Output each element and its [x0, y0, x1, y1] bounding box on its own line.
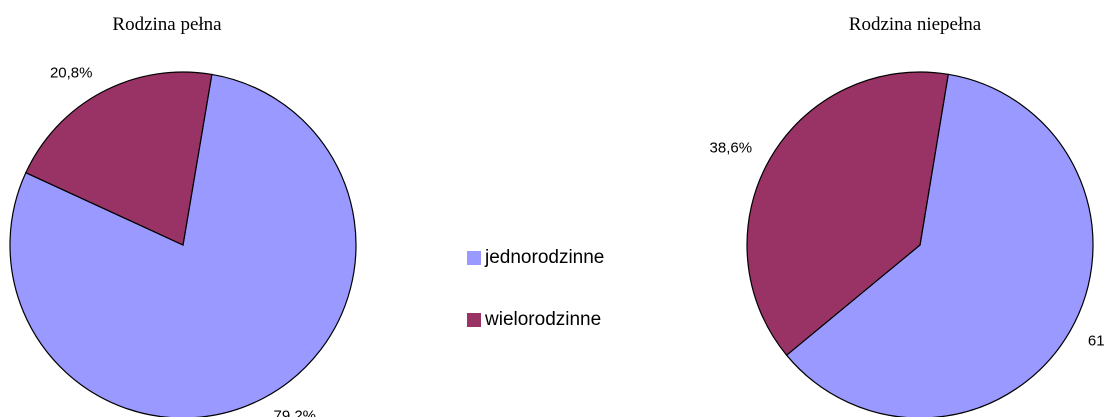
legend-swatch	[467, 313, 481, 327]
data-label: 79,2%	[273, 407, 316, 417]
data-label: 61,4%	[1088, 333, 1106, 350]
legend-label: wielorodzinne	[484, 309, 601, 330]
pie-slice	[25, 71, 213, 246]
data-label: 20,8%	[50, 65, 93, 82]
pie-slice	[746, 71, 949, 357]
data-label: 38,6%	[710, 139, 753, 156]
chart-title: Rodzina niepełna	[849, 14, 982, 35]
legend-label: jednorodzinne	[484, 247, 604, 268]
chart-title: Rodzina pełna	[112, 14, 222, 35]
legend-swatch	[467, 251, 481, 265]
pie-slice	[9, 73, 357, 417]
pie-slice	[785, 73, 1094, 417]
